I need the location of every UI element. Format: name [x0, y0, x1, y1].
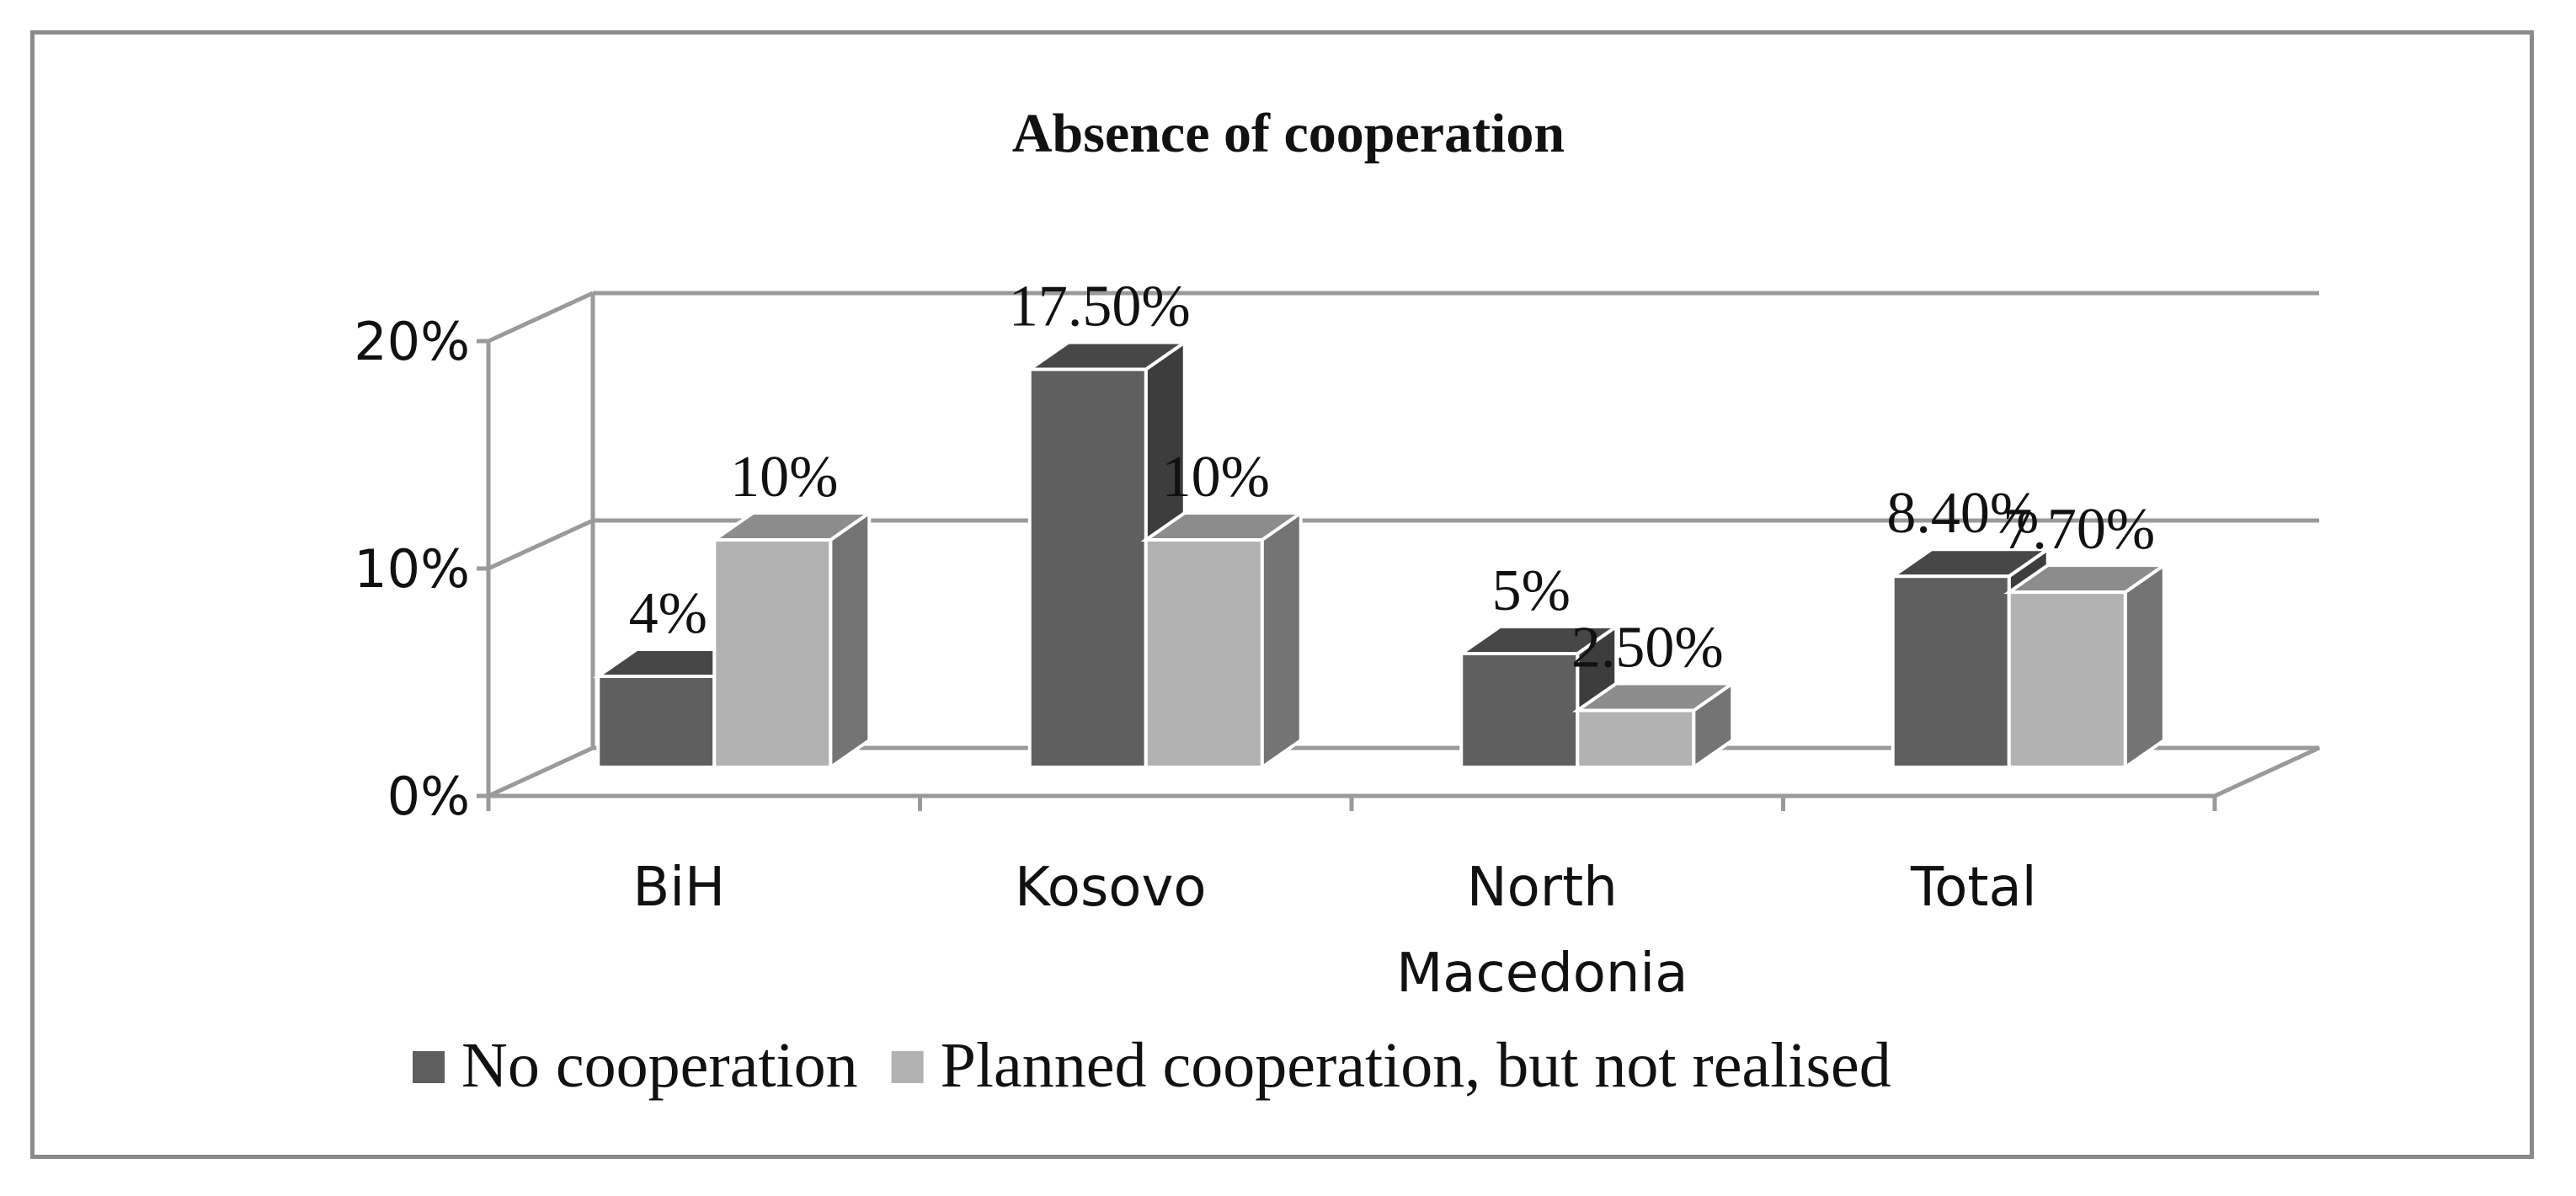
bars — [592, 339, 2170, 771]
bar — [1455, 623, 1622, 771]
data-label: 4% — [629, 581, 707, 646]
bar-side — [829, 510, 872, 771]
bar — [708, 510, 875, 771]
x-tick-label: Total — [1910, 857, 2036, 919]
y-tick-label: 10% — [354, 538, 470, 600]
bar-side — [2123, 562, 2166, 771]
legend-item: Planned cooperation, but not realised — [891, 1030, 1891, 1101]
bar-front — [1027, 367, 1148, 769]
legend-item: No cooperation — [413, 1030, 858, 1101]
data-label: 7.70% — [2003, 497, 2155, 562]
data-labels: 4% 10% 17.50% 10% 5%2.50% 8.40%7.70% — [629, 275, 2156, 681]
legend-label: Planned cooperation, but not realised — [941, 1030, 1891, 1101]
data-label: 8.40% — [1886, 481, 2039, 546]
y-tick-label: 20% — [354, 311, 470, 372]
bar-front — [2007, 590, 2127, 769]
chart-floor — [487, 745, 2321, 798]
data-label: 2.50% — [1571, 616, 1724, 681]
gridline-diagonal — [487, 518, 595, 571]
bar-front — [1576, 708, 1696, 769]
bar — [1571, 680, 1738, 771]
legend-label: No cooperation — [461, 1030, 858, 1101]
x-tick-label: BiH — [632, 857, 725, 919]
legend-swatch — [891, 1051, 924, 1083]
bar-front — [1459, 652, 1580, 769]
chart-walls — [486, 291, 2321, 798]
y-axis-ticks: 0% 10% 20% — [354, 311, 2217, 827]
data-label: 10% — [730, 445, 838, 510]
chart-title: Absence of cooperation — [1012, 103, 1565, 164]
bar-front — [712, 538, 833, 769]
y-tick-label: 0% — [387, 766, 470, 827]
legend-swatch — [413, 1051, 445, 1083]
x-tick-label: Kosovo — [1015, 857, 1206, 919]
bar-front — [596, 675, 717, 769]
bar-front — [1144, 538, 1264, 769]
bar — [2003, 562, 2170, 771]
bar — [1140, 510, 1307, 771]
data-label: 5% — [1492, 558, 1571, 623]
gridline-diagonal — [487, 291, 595, 344]
x-tick-label: Macedonia — [1396, 942, 1688, 1005]
x-axis-labels: BiH Kosovo North Macedonia Total — [632, 857, 2036, 1005]
data-label: 10% — [1162, 445, 1270, 510]
bar-side — [1260, 510, 1303, 771]
x-tick-label: North — [1467, 857, 1618, 919]
legend: No cooperation Planned cooperation, but n… — [413, 1030, 1891, 1101]
data-label: 17.50% — [1009, 275, 1191, 339]
bar-front — [1891, 574, 2011, 770]
